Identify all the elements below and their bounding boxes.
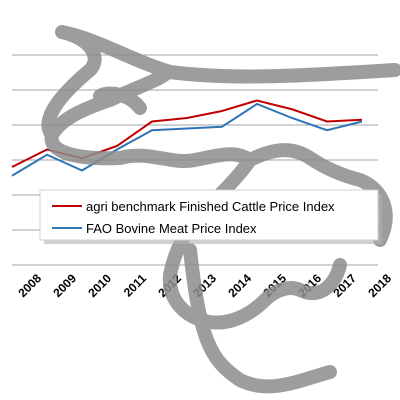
- x-tick-label: 2018: [365, 271, 394, 300]
- x-tick-label: 2008: [15, 271, 44, 300]
- cow-outline: [41, 25, 400, 394]
- x-tick-label: 2011: [121, 271, 150, 300]
- x-tick-label: 2010: [85, 271, 114, 300]
- legend-label: FAO Bovine Meat Price Index: [86, 221, 257, 236]
- series-line: [11, 102, 363, 177]
- legend-box: [39, 189, 379, 241]
- x-tick-label: 2014: [225, 271, 254, 300]
- x-tick-label: 2009: [50, 271, 79, 300]
- legend: agri benchmark Finished Cattle Price Ind…: [39, 189, 382, 244]
- legend-label: agri benchmark Finished Cattle Price Ind…: [86, 199, 335, 214]
